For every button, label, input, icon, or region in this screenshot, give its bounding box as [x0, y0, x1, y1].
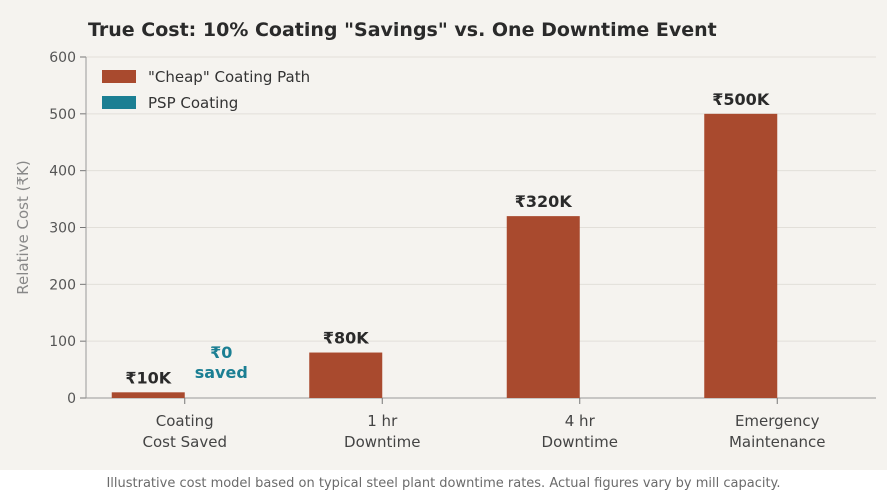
legend-swatch-0	[102, 70, 136, 83]
y-tick-label-600: 600	[49, 50, 76, 66]
x-tick-label-0: Coating Cost Saved	[143, 412, 227, 451]
legend-swatch-1	[102, 96, 136, 109]
y-tick-label-300: 300	[49, 221, 76, 237]
y-tick-label-0: 0	[67, 391, 76, 407]
legend-label-0: "Cheap" Coating Path	[148, 68, 310, 86]
chart-figure: True Cost: 10% Coating "Savings" vs. One…	[0, 0, 887, 470]
x-tick-label-2: 4 hr Downtime	[542, 412, 618, 451]
bar-chart: True Cost: 10% Coating "Savings" vs. One…	[14, 19, 876, 451]
x-tick-label-3: Emergency Maintenance	[729, 412, 826, 451]
y-axis-label: Relative Cost (₹K)	[14, 160, 32, 294]
data-label-cheap-0: ₹10K	[125, 368, 171, 387]
data-label-cheap-2: ₹320K	[515, 192, 573, 211]
y-tick-label-100: 100	[49, 334, 76, 350]
bar-cheap-0	[111, 392, 185, 398]
data-label-psp-0: ₹0 saved	[195, 343, 248, 382]
bar-cheap-1	[309, 352, 383, 398]
y-tick-label-200: 200	[49, 277, 76, 293]
data-label-cheap-1: ₹80K	[323, 329, 369, 348]
legend-label-1: PSP Coating	[148, 94, 238, 112]
chart-caption: Illustrative cost model based on typical…	[106, 476, 781, 491]
y-tick-label-500: 500	[49, 107, 76, 123]
y-tick-label-400: 400	[49, 164, 76, 180]
chart-title: True Cost: 10% Coating "Savings" vs. One…	[88, 19, 717, 41]
bar-cheap-2	[506, 216, 580, 398]
x-tick-label-1: 1 hr Downtime	[344, 412, 420, 451]
bar-cheap-3	[704, 113, 778, 398]
data-label-cheap-3: ₹500K	[712, 90, 770, 109]
